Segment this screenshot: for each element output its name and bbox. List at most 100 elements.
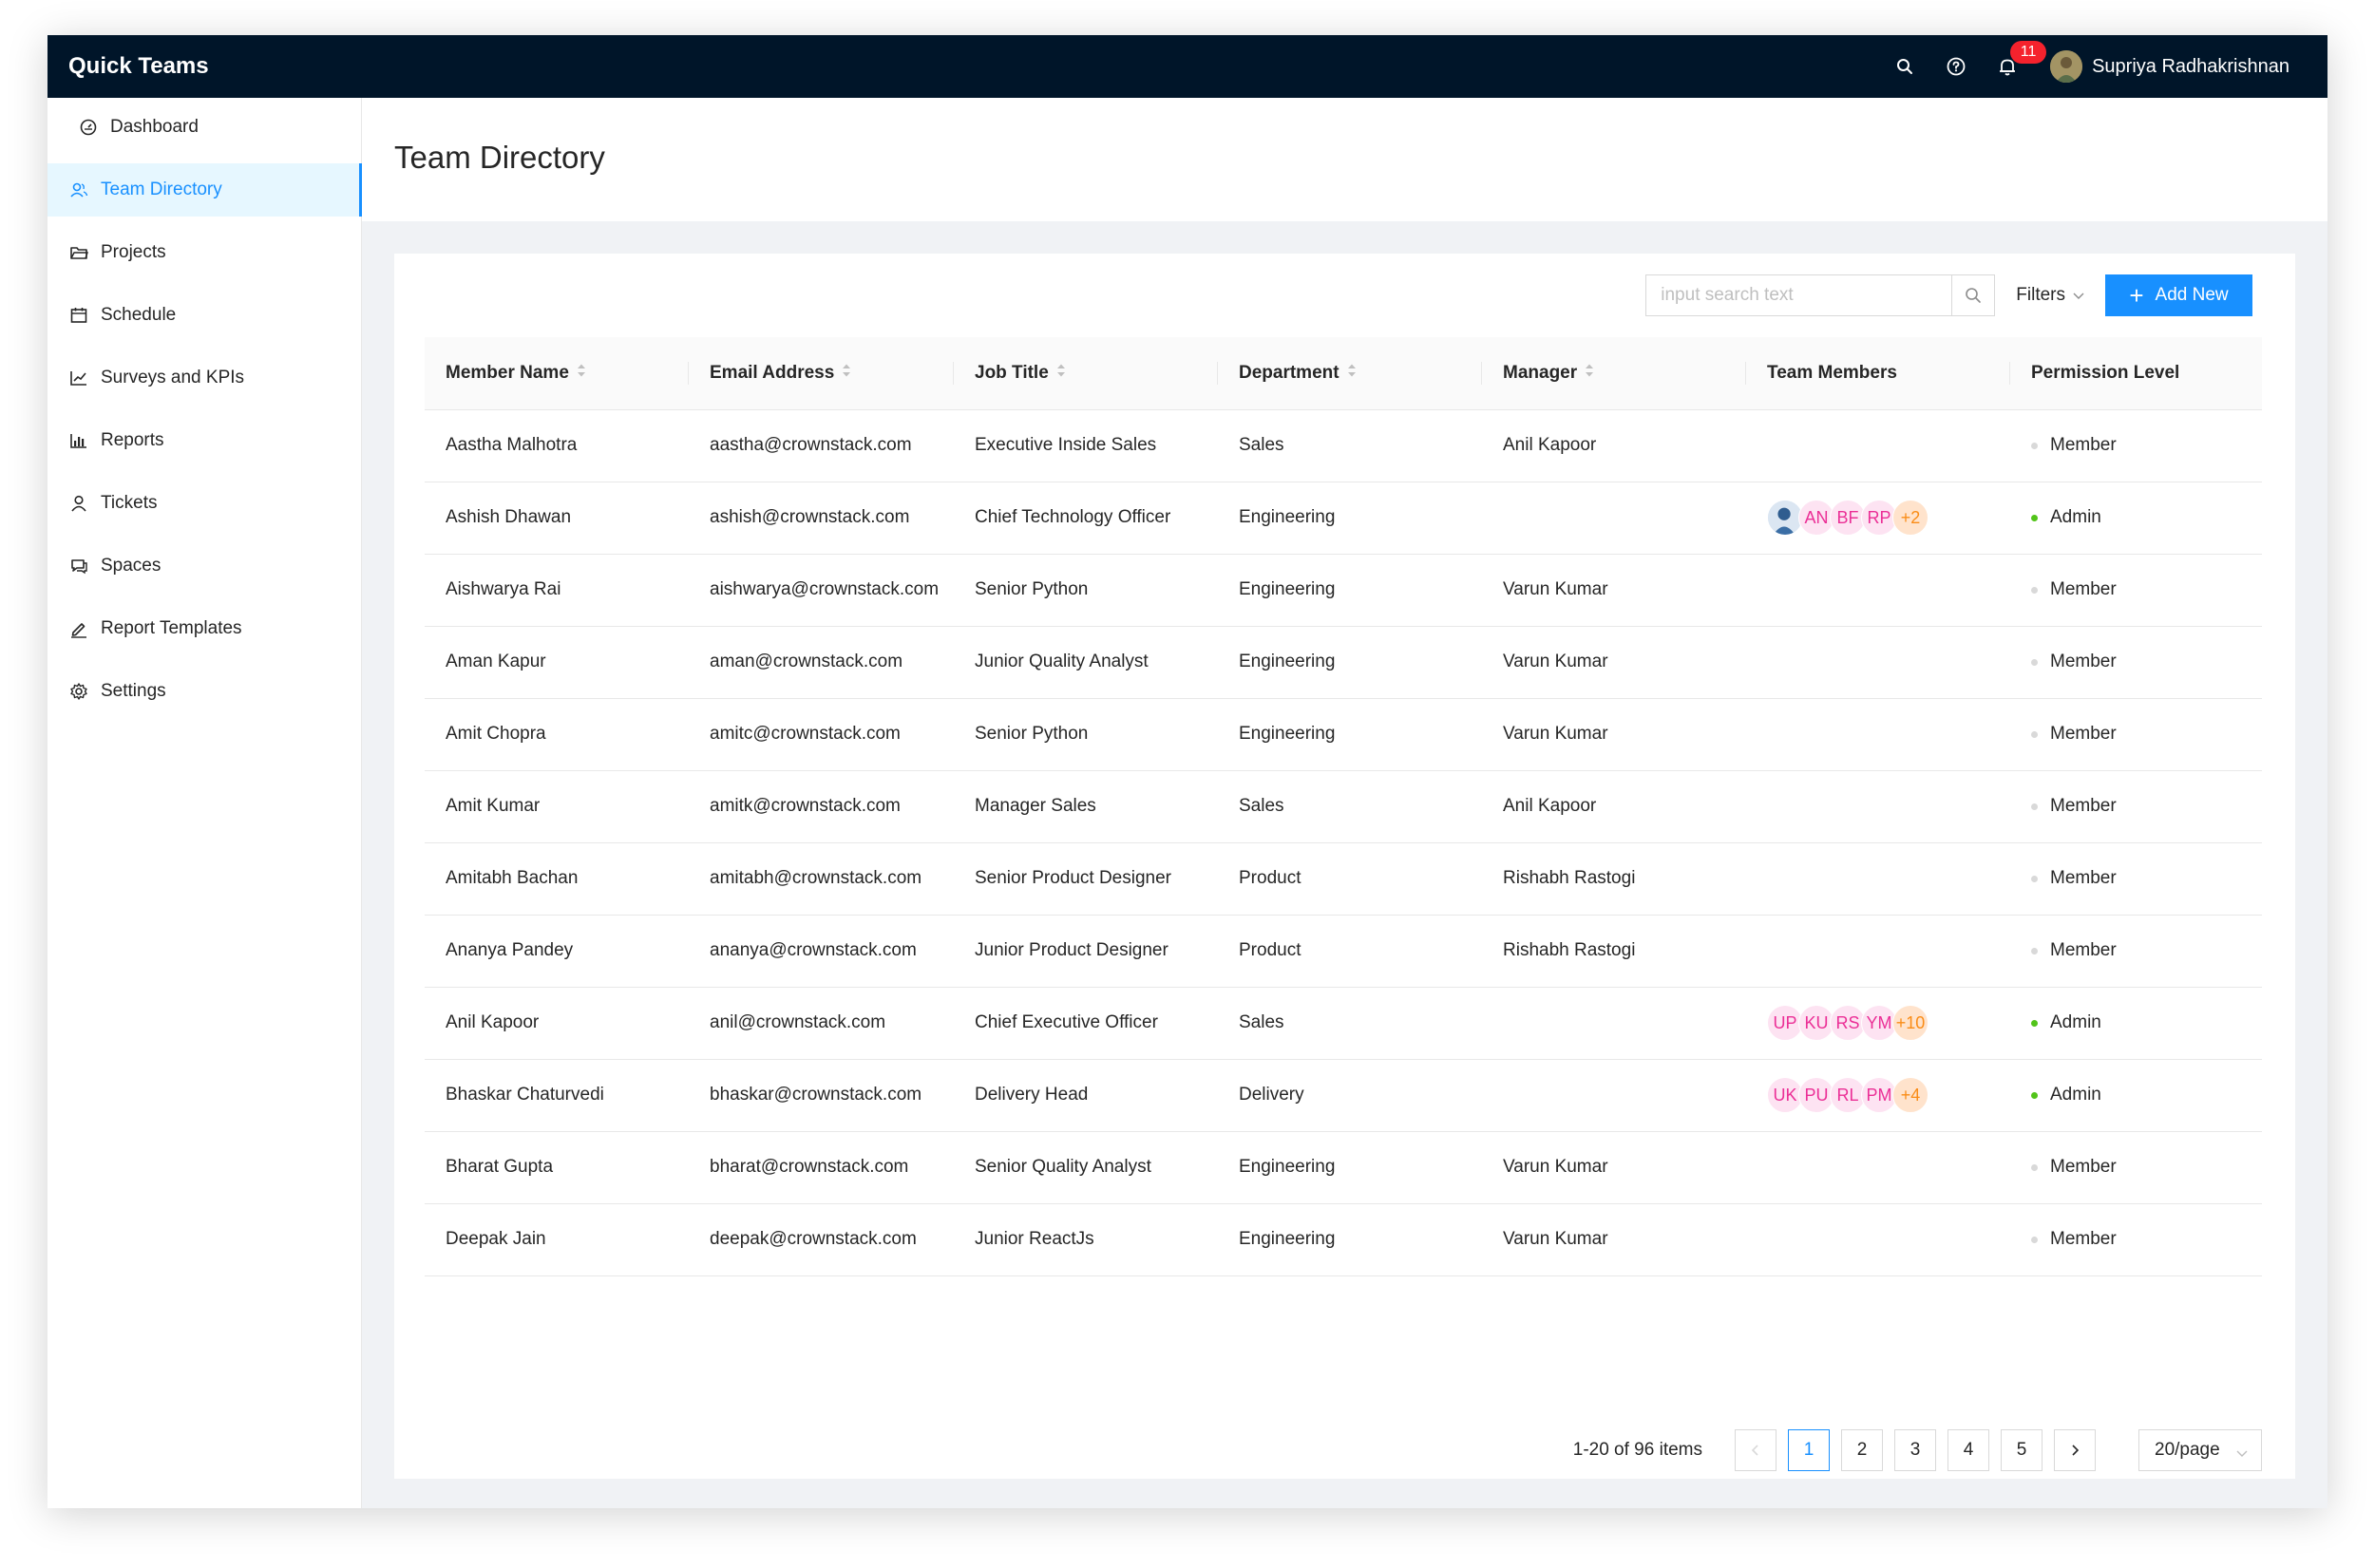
more-members-avatar[interactable]: +2: [1892, 500, 1928, 536]
column-header[interactable]: Department: [1218, 337, 1482, 410]
status-dot: [2031, 442, 2038, 449]
table-row[interactable]: Anil Kapoor anil@crownstack.com Chief Exec…: [425, 987, 2262, 1060]
email-cell: amitabh@crownstack.com: [689, 842, 954, 916]
more-members-avatar[interactable]: +10: [1892, 1005, 1928, 1041]
table-row[interactable]: Amit Chopra amitc@crownstack.com Senior Py…: [425, 698, 2262, 771]
sidebar-item-label: Settings: [101, 681, 166, 701]
edit-icon: [68, 618, 89, 639]
member-avatar[interactable]: UK: [1767, 1077, 1803, 1113]
member-name-cell: Anil Kapoor: [425, 987, 689, 1060]
member-avatar[interactable]: PU: [1798, 1077, 1834, 1113]
department-cell: Engineering: [1218, 554, 1482, 627]
permission-cell: Member: [2010, 554, 2262, 627]
team-table-container[interactable]: Member Name Email Address Job Title Departm…: [425, 337, 2262, 1287]
add-new-button[interactable]: + Add New: [2105, 274, 2252, 316]
sidebar-item-schedule[interactable]: Schedule: [48, 289, 361, 342]
table-row[interactable]: Bhaskar Chaturvedi bhaskar@crownstack.com…: [425, 1059, 2262, 1132]
permission-cell: Member: [2010, 842, 2262, 916]
sidebar-item-dashboard[interactable]: Dashboard: [48, 101, 361, 154]
page-button-5[interactable]: 5: [2001, 1429, 2042, 1471]
column-header[interactable]: Member Name: [425, 337, 689, 410]
sidebar-item-reports[interactable]: Reports: [48, 414, 361, 467]
member-avatar[interactable]: BF: [1830, 500, 1866, 536]
sidebar-item-settings[interactable]: Settings: [48, 665, 361, 718]
search-button[interactable]: [1951, 274, 1996, 316]
member-avatar[interactable]: UP: [1767, 1005, 1803, 1041]
team-members-cell: [1746, 1203, 2010, 1276]
sort-icon[interactable]: [1585, 363, 1594, 384]
member-avatar[interactable]: RP: [1861, 500, 1897, 536]
email-cell: ashish@crownstack.com: [689, 482, 954, 555]
page-button-1[interactable]: 1: [1788, 1429, 1830, 1471]
sidebar-item-report-templates[interactable]: Report Templates: [48, 602, 361, 655]
table-row[interactable]: Bharat Gupta bharat@crownstack.com Senior …: [425, 1131, 2262, 1204]
table-row[interactable]: Ashish Dhawan ashish@crownstack.com Chief …: [425, 482, 2262, 555]
column-header-label: Manager: [1503, 362, 1578, 383]
chat-icon: [68, 556, 89, 576]
sort-icon[interactable]: [1347, 363, 1357, 384]
table-row[interactable]: Ananya Pandey ananya@crownstack.com Junior…: [425, 915, 2262, 988]
user-name[interactable]: Supriya Radhakrishnan: [2092, 55, 2290, 77]
sidebar: Dashboard Team Directory Projects Schedu…: [48, 98, 362, 1508]
member-avatar[interactable]: YM: [1861, 1005, 1897, 1041]
column-header[interactable]: Email Address: [689, 337, 954, 410]
more-members-avatar[interactable]: +4: [1892, 1077, 1928, 1113]
table-row[interactable]: Aastha Malhotra aastha@crownstack.com Exec…: [425, 409, 2262, 482]
sidebar-item-spaces[interactable]: Spaces: [48, 539, 361, 593]
sort-icon[interactable]: [842, 363, 851, 384]
sort-icon[interactable]: [577, 363, 586, 384]
permission-cell: Member: [2010, 1131, 2262, 1204]
page-button-3[interactable]: 3: [1894, 1429, 1936, 1471]
member-name-cell: Ashish Dhawan: [425, 482, 689, 555]
table-row[interactable]: Amit Kumar amitk@crownstack.com Manager Sa…: [425, 770, 2262, 843]
avatar-group[interactable]: UP KU RS YM +10: [1767, 1005, 2010, 1041]
page-button-2[interactable]: 2: [1841, 1429, 1883, 1471]
member-avatar[interactable]: KU: [1798, 1005, 1834, 1041]
user-avatar[interactable]: [2050, 50, 2083, 83]
manager-cell: Varun Kumar: [1482, 1203, 1746, 1276]
table-row[interactable]: Amitabh Bachan amitabh@crownstack.com Seni…: [425, 842, 2262, 916]
bell-icon[interactable]: 11: [1993, 41, 2047, 81]
member-avatar[interactable]: RS: [1830, 1005, 1866, 1041]
permission-status: Member: [2031, 1157, 2262, 1178]
permission-cell: Admin: [2010, 1059, 2262, 1132]
permission-status: Admin: [2031, 1085, 2262, 1105]
page-button-4[interactable]: 4: [1948, 1429, 1989, 1471]
table-row[interactable]: Deepak Jain deepak@crownstack.com Junior R…: [425, 1203, 2262, 1276]
next-page-button[interactable]: [2054, 1429, 2096, 1471]
sidebar-item-projects[interactable]: Projects: [48, 226, 361, 279]
status-dot: [2031, 730, 2038, 738]
prev-page-button[interactable]: [1735, 1429, 1776, 1471]
avatar-group[interactable]: AN BF RP +2: [1767, 500, 2010, 536]
page-size-select[interactable]: 20/page: [2138, 1429, 2262, 1471]
search-input[interactable]: [1645, 274, 1952, 316]
email-cell: aastha@crownstack.com: [689, 409, 954, 482]
member-photo-avatar[interactable]: [1767, 500, 1803, 536]
chevron-down-icon: [2236, 1443, 2248, 1464]
filters-dropdown[interactable]: Filters: [2016, 285, 2084, 306]
member-avatar[interactable]: AN: [1798, 500, 1834, 536]
table-row[interactable]: Aishwarya Rai aishwarya@crownstack.com Sen…: [425, 554, 2262, 627]
sort-icon[interactable]: [1056, 363, 1066, 384]
member-name-cell: Deepika Gupta: [425, 1275, 689, 1287]
column-header: Team Members: [1746, 337, 2010, 410]
search-icon[interactable]: [1890, 52, 1919, 81]
page-size-value: 20/page: [2155, 1440, 2220, 1460]
column-header[interactable]: Job Title: [954, 337, 1218, 410]
column-header[interactable]: Manager: [1482, 337, 1746, 410]
permission-label: Member: [2050, 724, 2117, 744]
member-avatar[interactable]: PM: [1861, 1077, 1897, 1113]
avatar-group[interactable]: UK PU RL PM +4: [1767, 1077, 2010, 1113]
member-name-cell: Bhaskar Chaturvedi: [425, 1059, 689, 1132]
help-icon[interactable]: [1942, 52, 1970, 81]
team-members-cell: [1746, 770, 2010, 843]
table-row[interactable]: Deepika Guptadeepika@crowntack.comJunior…: [425, 1275, 2262, 1287]
job-title-cell: Senior Python: [954, 554, 1218, 627]
sidebar-item-tickets[interactable]: Tickets: [48, 477, 361, 530]
sidebar-item-team-directory[interactable]: Team Directory: [48, 163, 362, 217]
sidebar-item-surveys-and-kpis[interactable]: Surveys and KPIs: [48, 351, 361, 405]
job-title-cell: Senior Quality Analyst: [954, 1131, 1218, 1204]
column-header-label: Permission Level: [2031, 362, 2180, 383]
job-title-cell: Junior DevOps: [954, 1275, 1218, 1287]
table-row[interactable]: Aman Kapur aman@crownstack.com Junior Qual…: [425, 626, 2262, 699]
